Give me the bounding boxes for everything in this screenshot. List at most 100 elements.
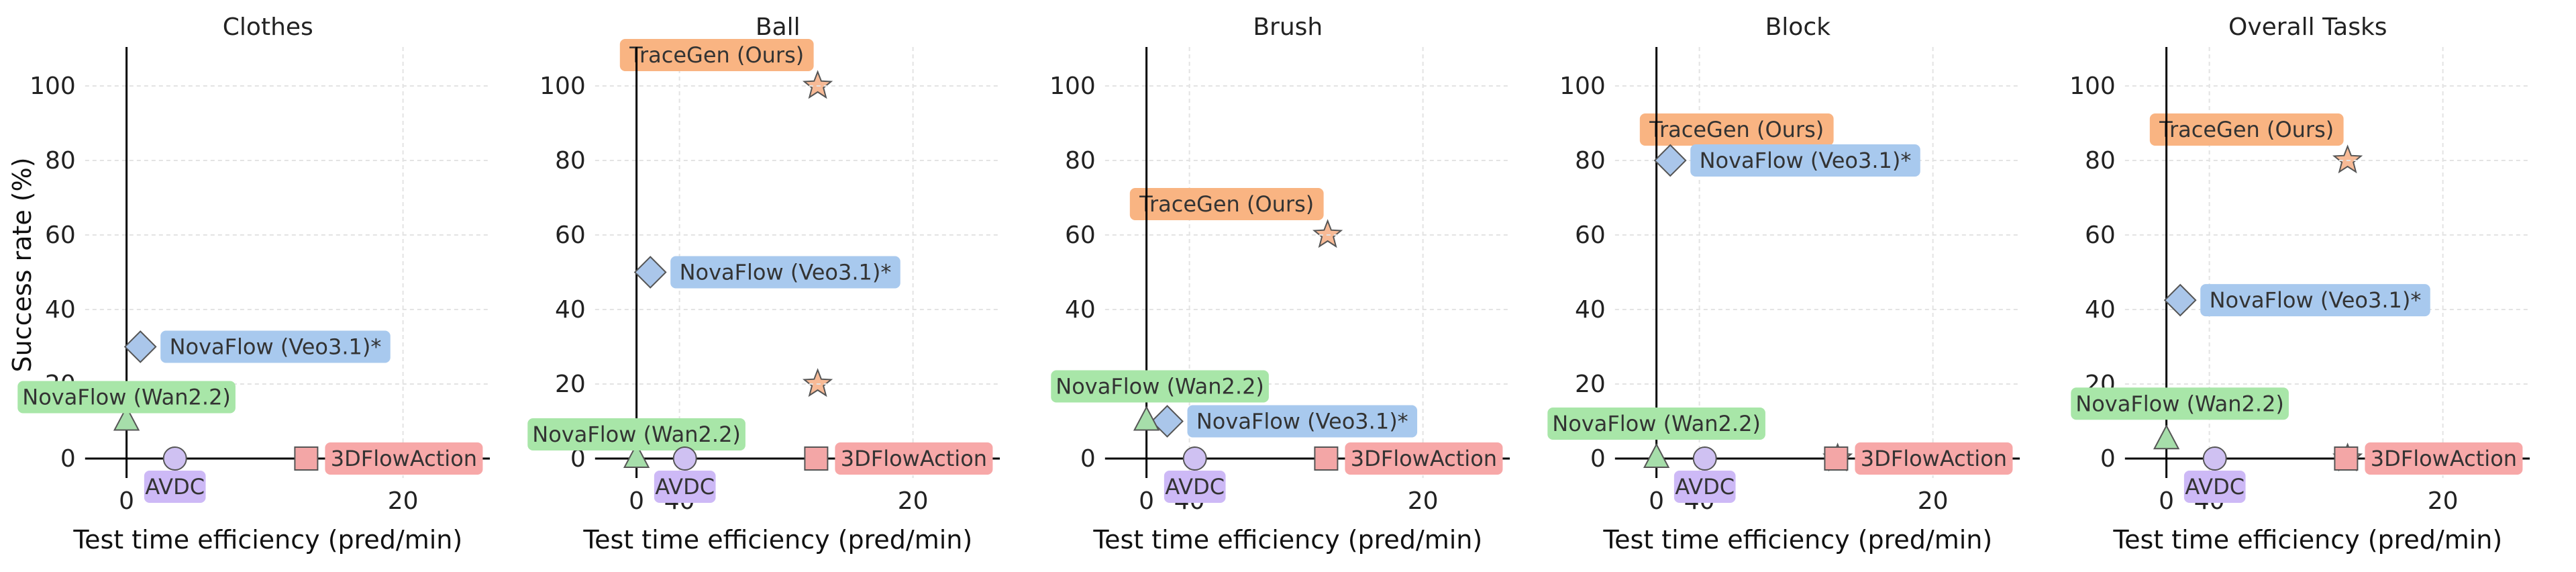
- 3dflowaction-label-box: [325, 442, 483, 475]
- novaflow-veo3-1-label: NovaFlow (Veo3.1)*: [170, 334, 382, 360]
- y-tick-label: 80: [2085, 147, 2116, 175]
- 3dflowaction-marker: [1314, 446, 1339, 471]
- x-tick-label: 20: [2428, 487, 2459, 515]
- novaflow-veo3-1-label-box: [1690, 144, 1920, 177]
- y-tick-label: 100: [1559, 73, 1606, 100]
- avdc-label: AVDC: [655, 474, 715, 499]
- panel-block: 0 20 40 60 80 100 0 20 40 Block Test time efficien…: [1547, 13, 2363, 555]
- 3dflowaction-marker: [1824, 446, 1849, 471]
- x-tick-label: 20: [1408, 487, 1439, 515]
- novaflow-veo3-1-label-box: [1187, 405, 1418, 438]
- novaflow-veo3-1-marker: [1151, 405, 1184, 438]
- y-tick-label: 100: [539, 73, 586, 100]
- novaflow-wan2-2-label-box: [1547, 408, 1765, 440]
- tracegen-ours-label: TraceGen (Ours): [629, 42, 804, 68]
- 3dflowaction-label-box: [1855, 442, 2013, 475]
- y-tick-label: 80: [45, 147, 76, 175]
- y-tick-label: 80: [1575, 147, 1606, 175]
- y-axis-label: Success rate (%): [7, 157, 37, 372]
- 3dflowaction-marker: [2334, 446, 2359, 471]
- 3dflowaction-label: 3DFlowAction: [1351, 446, 1497, 471]
- novaflow-veo3-1-marker: [123, 330, 157, 363]
- avdc-marker: [1182, 446, 1207, 471]
- x-tick-label: 0: [1139, 487, 1154, 515]
- avdc-label-box: [2183, 471, 2246, 503]
- 3dflowaction-label: 3DFlowAction: [1861, 446, 2007, 471]
- x-tick-label: 20: [898, 487, 929, 515]
- novaflow-wan2-2-label: NovaFlow (Wan2.2): [2075, 391, 2284, 416]
- 3dflowaction-label-box: [2365, 442, 2523, 475]
- y-tick-label: 100: [30, 73, 76, 100]
- y-tick-label: 20: [555, 371, 586, 398]
- avdc-label: AVDC: [1165, 474, 1225, 499]
- avdc-marker: [672, 446, 697, 471]
- novaflow-wan2-2-label-box: [17, 381, 236, 414]
- y-tick-label: 0: [1080, 445, 1096, 473]
- novaflow-veo3-1-label-box: [670, 256, 900, 289]
- novaflow-wan2-2-label-box: [1051, 370, 1269, 403]
- y-tick-label: 0: [2100, 445, 2116, 473]
- 3dflowaction-label-box: [1345, 442, 1503, 475]
- avdc-label-box: [1673, 471, 1736, 503]
- y-tick-label: 60: [1575, 222, 1606, 249]
- x-axis-label: Test time efficiency (pred/min): [1602, 525, 1992, 555]
- y-tick-label: 80: [555, 147, 586, 175]
- x-axis-label: Test time efficiency (pred/min): [72, 525, 462, 555]
- avdc-marker: [2202, 446, 2227, 471]
- novaflow-wan2-2-label: NovaFlow (Wan2.2): [1552, 411, 1761, 436]
- 3dflowaction-label: 3DFlowAction: [2371, 446, 2517, 471]
- novaflow-veo3-1-label: NovaFlow (Veo3.1)*: [2210, 287, 2422, 313]
- y-tick-label: 100: [2069, 73, 2116, 100]
- panel-title: Brush: [1253, 13, 1323, 41]
- panel-ball: 0 20 40 60 80 100 0 20 40 Ball Test time efficienc…: [527, 13, 1343, 555]
- tracegen-ours-label-box: [1129, 188, 1324, 220]
- y-tick-label: 40: [1065, 296, 1096, 324]
- avdc-label-box: [1164, 471, 1226, 503]
- novaflow-wan2-2-label: NovaFlow (Wan2.2): [22, 385, 231, 410]
- panel-brush: 0 20 40 60 80 100 0 20 40 Brush Test time efficien…: [1049, 13, 1853, 555]
- x-axis-label: Test time efficiency (pred/min): [582, 525, 972, 555]
- novaflow-wan2-2-marker: [113, 406, 140, 431]
- novaflow-veo3-1-label: NovaFlow (Veo3.1)*: [1700, 148, 1912, 173]
- y-tick-label: 80: [1065, 147, 1096, 175]
- y-tick-label: 60: [45, 222, 76, 249]
- avdc-label: AVDC: [1675, 474, 1735, 499]
- panel-title: Block: [1765, 13, 1831, 41]
- tracegen-ours-label: TraceGen (Ours): [2159, 117, 2334, 142]
- x-tick-label: 0: [1649, 487, 1664, 515]
- avdc-label: AVDC: [2185, 474, 2245, 499]
- novaflow-wan2-2-marker: [2153, 424, 2180, 450]
- tracegen-ours-marker: [802, 70, 833, 99]
- novaflow-wan2-2-label: NovaFlow (Wan2.2): [1055, 374, 1264, 399]
- novaflow-wan2-2-label-box: [527, 418, 745, 450]
- x-tick-label: 0: [2159, 487, 2174, 515]
- novaflow-wan2-2-label: NovaFlow (Wan2.2): [532, 422, 741, 447]
- novaflow-wan2-2-marker: [623, 442, 650, 468]
- 3dflowaction-label-box: [835, 442, 993, 475]
- novaflow-veo3-1-marker: [2163, 283, 2197, 317]
- y-tick-label: 0: [570, 445, 586, 473]
- y-tick-label: 20: [1575, 371, 1606, 398]
- tracegen-ours-marker: [2332, 144, 2363, 174]
- tracegen-ours-before-warmup-marker: [802, 368, 833, 397]
- 3dflowaction-marker: [294, 446, 319, 471]
- tracegen-ours-label-box: [1639, 113, 1834, 146]
- tracegen-ours-label-box: [2149, 113, 2344, 146]
- novaflow-veo3-1-label-box: [2200, 284, 2430, 317]
- 3dflowaction-label: 3DFlowAction: [841, 446, 987, 471]
- avdc-marker: [162, 446, 187, 471]
- novaflow-veo3-1-label-box: [160, 330, 391, 363]
- y-tick-label: 60: [555, 222, 586, 249]
- x-axis-label: Test time efficiency (pred/min): [2112, 525, 2502, 555]
- novaflow-veo3-1-label: NovaFlow (Veo3.1)*: [680, 260, 892, 285]
- novaflow-veo3-1-marker: [1653, 144, 1687, 177]
- tracegen-ours-marker: [1312, 219, 1343, 248]
- avdc-marker: [1692, 446, 1717, 471]
- y-tick-label: 60: [1065, 222, 1096, 249]
- tracegen-ours-label: TraceGen (Ours): [1139, 191, 1314, 217]
- y-tick-label: 100: [1049, 73, 1096, 100]
- avdc-label: AVDC: [145, 474, 205, 499]
